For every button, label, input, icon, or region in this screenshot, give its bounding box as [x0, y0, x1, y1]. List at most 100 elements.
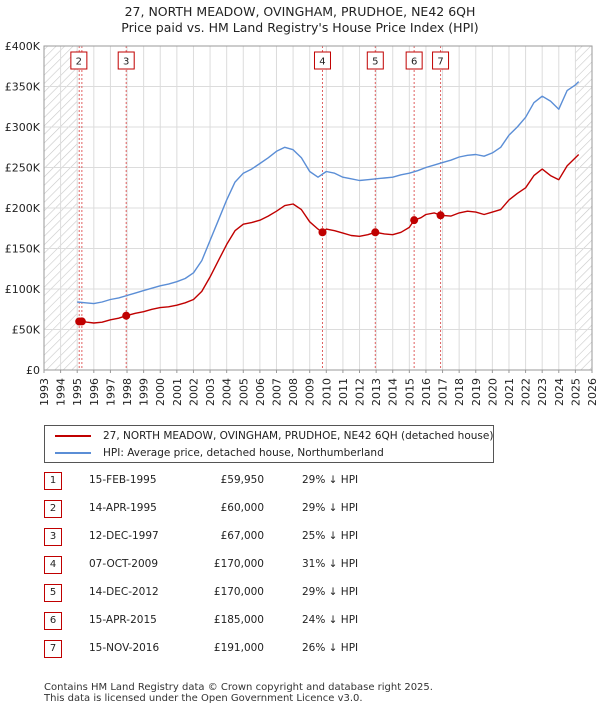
x-tick-label: 2024	[553, 378, 566, 406]
x-tick-label: 2013	[370, 378, 383, 406]
y-tick-label: £300K	[5, 121, 41, 134]
chart-label-text: 6	[411, 57, 417, 68]
y-tick-label: £250K	[5, 162, 41, 175]
chart-label-6: 6	[405, 51, 423, 70]
chart-label-text: 4	[319, 57, 325, 68]
sale-price: £60,000	[220, 502, 264, 514]
property-price-line	[79, 154, 580, 324]
title-line-2: Price paid vs. HM Land Registry's House …	[121, 20, 479, 35]
x-tick-label: 1993	[38, 378, 51, 406]
x-tick-label: 2022	[520, 378, 533, 406]
sale-point-2	[77, 317, 86, 326]
table-row: 4 07-OCT-2009 £170,000 31% ↓ HPI	[44, 556, 444, 576]
x-tick-label: 2025	[569, 378, 582, 406]
sale-number: 2	[44, 500, 62, 518]
chart-label-text: 7	[437, 57, 443, 68]
y-tick-label: £350K	[5, 81, 41, 94]
x-tick-label: 2023	[536, 378, 549, 406]
sale-price: £59,950	[220, 474, 264, 486]
x-tick-label: 1997	[104, 378, 117, 406]
x-tick-label: 2015	[403, 378, 416, 406]
chart-label-7: 7	[432, 51, 450, 70]
sale-hpi-diff: 25% ↓ HPI	[302, 530, 359, 542]
chart-label-box	[432, 51, 450, 70]
x-tick-label: 2019	[470, 378, 483, 406]
legend-hpi-label: HPI: Average price, detached house, Nort…	[103, 447, 384, 459]
sale-hpi-diff: 31% ↓ HPI	[302, 558, 359, 570]
x-tick-label: 2018	[453, 378, 466, 406]
chart-label-box	[117, 51, 135, 70]
sale-number: 6	[44, 612, 62, 630]
sale-hpi-diff: 29% ↓ HPI	[302, 586, 359, 598]
x-tick-label: 2021	[503, 378, 516, 406]
sale-date: 14-DEC-2012	[89, 586, 159, 598]
sale-number: 4	[44, 556, 62, 574]
sale-date: 15-APR-2015	[89, 614, 157, 626]
legend-property-label: 27, NORTH MEADOW, OVINGHAM, PRUDHOE, NE4…	[103, 430, 494, 442]
x-tick-label: 2007	[270, 378, 283, 406]
chart-label-2: 2	[70, 51, 88, 70]
sale-price: £191,000	[213, 642, 264, 654]
footer-line-2: This data is licensed under the Open Gov…	[44, 693, 363, 704]
y-tick-label: £150K	[5, 243, 41, 256]
x-tick-label: 1995	[71, 378, 84, 406]
legend-item-hpi: HPI: Average price, detached house, Nort…	[55, 445, 384, 461]
sale-number: 1	[44, 472, 62, 490]
chart-title: 27, NORTH MEADOW, OVINGHAM, PRUDHOE, NE4…	[0, 4, 600, 36]
sale-number: 5	[44, 584, 62, 602]
sale-number: 7	[44, 640, 62, 658]
x-tick-label: 1999	[138, 378, 151, 406]
y-tick-label: £100K	[5, 283, 41, 296]
chart-label-text: 2	[76, 57, 82, 68]
sale-hpi-diff: 29% ↓ HPI	[302, 502, 359, 514]
x-tick-label: 2017	[437, 378, 450, 406]
table-row: 3 12-DEC-1997 £67,000 25% ↓ HPI	[44, 528, 444, 548]
sale-point-4	[318, 228, 327, 237]
x-tick-label: 2009	[304, 378, 317, 406]
chart-label-5: 5	[366, 51, 384, 70]
sale-price: £170,000	[213, 558, 264, 570]
y-tick-label: £400K	[5, 40, 41, 53]
sale-hpi-diff: 29% ↓ HPI	[302, 474, 359, 486]
sale-date: 12-DEC-1997	[89, 530, 159, 542]
x-tick-label: 1996	[88, 378, 101, 406]
sale-price: £170,000	[213, 586, 264, 598]
sale-hpi-diff: 26% ↓ HPI	[302, 642, 359, 654]
plot-frame	[43, 45, 593, 371]
y-tick-label: £0	[26, 364, 40, 377]
sale-date: 15-FEB-1995	[89, 474, 157, 486]
sale-point-6	[410, 216, 419, 225]
title-line-1: 27, NORTH MEADOW, OVINGHAM, PRUDHOE, NE4…	[124, 4, 476, 19]
x-tick-label: 1998	[121, 378, 134, 406]
sale-point-3	[122, 311, 131, 320]
x-tick-label: 2011	[337, 378, 350, 406]
x-tick-label: 2010	[320, 378, 333, 406]
x-tick-label: 2001	[171, 378, 184, 406]
x-tick-label: 2008	[287, 378, 300, 406]
sale-date: 15-NOV-2016	[89, 642, 160, 654]
legend: 27, NORTH MEADOW, OVINGHAM, PRUDHOE, NE4…	[44, 425, 494, 463]
x-tick-label: 2026	[586, 378, 599, 406]
x-tick-label: 2020	[486, 378, 499, 406]
x-tick-label: 2003	[204, 378, 217, 406]
chart-label-box	[405, 51, 423, 70]
chart-label-box	[366, 51, 384, 70]
chart-label-box	[70, 51, 88, 70]
chart-label-text: 5	[372, 57, 378, 68]
table-row: 1 15-FEB-1995 £59,950 29% ↓ HPI	[44, 472, 444, 492]
legend-item-property: 27, NORTH MEADOW, OVINGHAM, PRUDHOE, NE4…	[55, 428, 493, 444]
table-row: 7 15-NOV-2016 £191,000 26% ↓ HPI	[44, 640, 444, 660]
chart-label-text: 3	[123, 57, 129, 68]
x-tick-label: 2005	[237, 378, 250, 406]
y-tick-label: £200K	[5, 202, 41, 215]
chart-label-3: 3	[117, 51, 135, 70]
hpi-line	[77, 81, 580, 305]
sale-point-5	[371, 228, 380, 237]
x-tick-label: 1994	[55, 378, 68, 406]
sale-date: 14-APR-1995	[89, 502, 157, 514]
chart-label-box	[313, 51, 331, 70]
chart-label-4: 4	[313, 51, 331, 70]
table-row: 6 15-APR-2015 £185,000 24% ↓ HPI	[44, 612, 444, 632]
x-tick-label: 2002	[187, 378, 200, 406]
blue-line-swatch	[55, 452, 91, 454]
